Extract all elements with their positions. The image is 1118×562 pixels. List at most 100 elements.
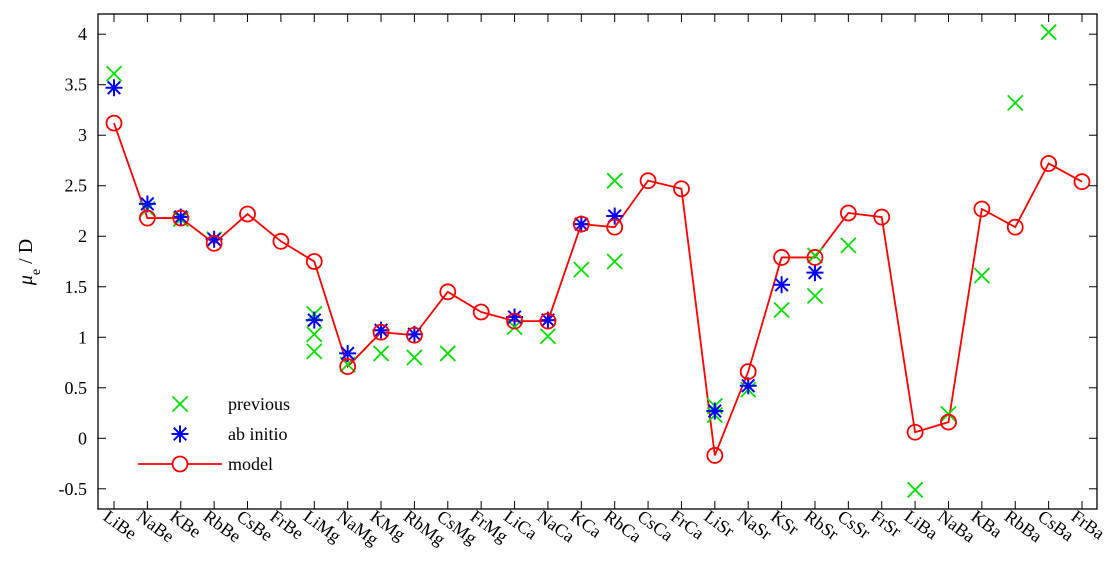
marker-stroke — [606, 253, 623, 270]
y-tick-label: 3.5 — [65, 75, 88, 95]
previous-marker — [806, 287, 824, 304]
x-tick-label: RbBa — [1001, 506, 1046, 546]
ab-initio-marker — [171, 425, 189, 443]
x-tick-labels: LiBeNaBeKBeRbBeCsBeFrBeLiMgNaMgKMgRbMgCs… — [100, 506, 1109, 549]
marker-stroke — [307, 313, 322, 328]
model-point — [639, 172, 657, 190]
model-point — [773, 249, 790, 266]
x-tick-label: FrSr — [867, 506, 905, 541]
marker-stroke — [306, 326, 323, 343]
x-tick-label: CsSr — [834, 506, 874, 543]
marker-stroke — [573, 261, 590, 278]
marker-stroke — [306, 343, 323, 360]
model-point — [239, 205, 256, 223]
marker-stroke — [840, 237, 857, 254]
x-tick-label: LiBe — [100, 506, 141, 543]
y-tick-label: 1 — [78, 327, 87, 347]
y-tick-label: 2 — [78, 226, 87, 246]
plot-frame — [97, 13, 1098, 510]
marker-stroke — [741, 378, 756, 393]
model-point — [305, 253, 323, 270]
model-point — [205, 234, 223, 252]
x-tick-label: FrBa — [1068, 506, 1109, 543]
marker-stroke — [539, 328, 557, 345]
legend-label-ab-initio: ab initio — [228, 424, 288, 444]
marker-stroke — [107, 80, 121, 95]
ab-initio-marker — [339, 344, 357, 362]
x-tick-label: NaSr — [734, 506, 776, 544]
y-tick-label: 0 — [78, 428, 87, 448]
x-tick-label: NaCa — [534, 506, 579, 546]
model-point — [539, 312, 557, 330]
x-tick-label: RbCa — [600, 506, 645, 546]
x-tick-label: LiBa — [901, 506, 942, 543]
y-tick-label: 0.5 — [65, 378, 88, 398]
model-point — [1073, 173, 1091, 191]
marker-stroke — [140, 196, 155, 211]
marker-stroke — [439, 345, 456, 362]
model-point — [372, 323, 390, 341]
previous-marker — [773, 301, 790, 319]
y-tick-label: 3 — [78, 125, 87, 145]
y-tick-labels: -0.5 0 0.5 1 1.5 2 2.5 3 3.5 4 — [59, 24, 88, 499]
x-tick-label: KSr — [767, 506, 802, 539]
y-tick-label: 2.5 — [65, 176, 88, 196]
x-tick-label: LiMg — [300, 506, 345, 546]
marker-stroke — [340, 346, 355, 361]
y-axis-subscript: e — [29, 269, 44, 275]
model-point — [673, 180, 690, 198]
model-point — [172, 209, 190, 227]
previous-marker — [906, 481, 924, 498]
model-point — [439, 283, 457, 301]
ab-initio-marker — [739, 377, 757, 395]
previous-marker — [1040, 24, 1057, 41]
ab-initio-marker — [773, 276, 791, 294]
previous-marker — [606, 253, 623, 270]
previous-marker — [573, 261, 590, 278]
legend-label-previous: previous — [228, 394, 290, 414]
marker-stroke — [1007, 94, 1024, 112]
marker-stroke — [171, 395, 189, 413]
model-point — [406, 326, 423, 344]
model-point — [272, 232, 290, 250]
model-point — [739, 363, 757, 381]
marker-stroke — [207, 232, 222, 247]
model-point — [973, 200, 991, 218]
model-point — [105, 114, 123, 132]
previous-marker — [606, 172, 623, 189]
model-point — [572, 215, 590, 233]
marker-stroke — [906, 481, 924, 498]
previous-marker — [439, 345, 456, 362]
previous-marker — [1007, 94, 1024, 112]
model-point — [839, 204, 857, 222]
marker-stroke — [173, 427, 187, 441]
ab-initio-marker — [572, 215, 590, 233]
y-axis-label: μe / D — [15, 239, 44, 286]
x-tick-label: CsBa — [1034, 506, 1077, 545]
previous-marker — [171, 395, 189, 413]
previous-marker — [372, 345, 390, 362]
x-tick-label: RbBe — [200, 506, 245, 546]
model-point — [806, 249, 824, 266]
x-tick-label: FrBe — [267, 506, 308, 543]
axis-ticks — [98, 14, 1097, 509]
ab-initio-marker — [706, 402, 724, 420]
ab-initio-marker — [305, 311, 323, 329]
previous-marker — [306, 343, 323, 360]
ab-initio-marker — [138, 195, 156, 213]
model-point — [873, 208, 891, 226]
marker-stroke — [372, 345, 390, 362]
legend: previous ab initio model — [138, 394, 290, 474]
previous-marker — [806, 247, 824, 264]
previous-marker — [840, 237, 857, 254]
legend-label-model: model — [228, 454, 273, 474]
marker-stroke — [1040, 24, 1057, 41]
x-tick-label: NaBe — [133, 506, 178, 546]
marker-stroke — [406, 349, 423, 366]
marker-stroke — [574, 217, 589, 232]
marker-stroke — [806, 287, 824, 304]
model-point — [1040, 155, 1058, 172]
model-point — [138, 209, 156, 227]
x-tick-label: CsCa — [634, 506, 677, 545]
